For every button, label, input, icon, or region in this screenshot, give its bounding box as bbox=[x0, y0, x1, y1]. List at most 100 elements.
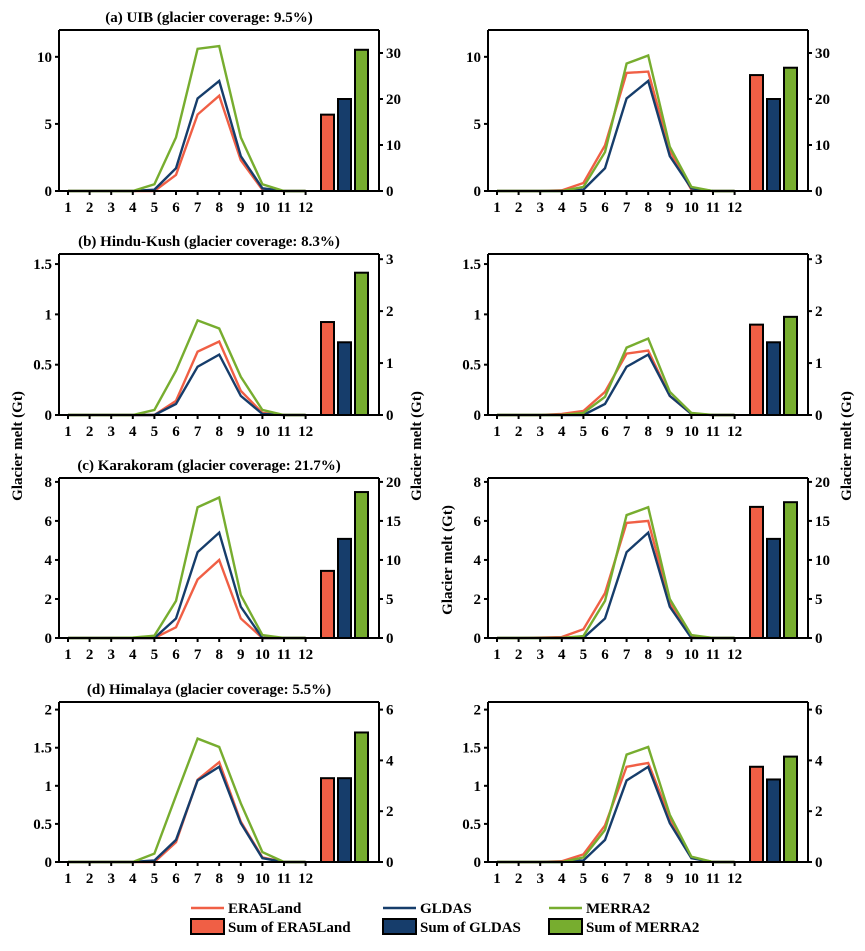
xtick-label: 8 bbox=[215, 871, 223, 887]
bar-sum-of-merra2 bbox=[354, 731, 369, 863]
bar-sum-of-merra2 bbox=[783, 315, 798, 417]
ytick-label-right: 1 bbox=[815, 356, 823, 372]
xtick-label: 6 bbox=[601, 647, 609, 663]
ytick-label-right: 15 bbox=[815, 514, 830, 530]
panel-b-left: (b) Hindu-Kush (glacier coverage: 8.3%) 0… bbox=[33, 234, 393, 440]
ytick-label-left: 0.5 bbox=[33, 817, 52, 833]
panel-title: (d) Himalaya (glacier coverage: 5.5%) bbox=[87, 682, 331, 698]
ytick-label-right: 5 bbox=[386, 592, 394, 608]
xtick-label: 10 bbox=[684, 647, 699, 663]
line-merra2 bbox=[68, 44, 306, 193]
bar-sum-of-gldas bbox=[766, 98, 781, 192]
xtick-label: 9 bbox=[666, 647, 674, 663]
ytick-label-left: 8 bbox=[474, 475, 482, 491]
ytick-label-right: 10 bbox=[386, 553, 401, 569]
ytick-label-left: 1 bbox=[45, 307, 53, 323]
ytick-label-right: 5 bbox=[815, 592, 823, 608]
bar-sum-of-merra2 bbox=[354, 491, 369, 639]
ytick-label-right: 30 bbox=[386, 46, 401, 62]
ytick-label-right: 20 bbox=[386, 92, 401, 108]
ytick-label-right: 2 bbox=[386, 804, 394, 820]
xtick-label: 9 bbox=[237, 871, 245, 887]
xtick-label: 7 bbox=[623, 647, 631, 663]
ytick-label-left: 6 bbox=[474, 514, 482, 530]
xtick-label: 8 bbox=[644, 200, 652, 216]
xtick-label: 2 bbox=[515, 871, 523, 887]
xtick-label: 7 bbox=[194, 871, 202, 887]
xtick-label: 8 bbox=[644, 647, 652, 663]
xtick-label: 4 bbox=[129, 647, 137, 663]
xtick-label: 3 bbox=[107, 200, 115, 216]
xtick-label: 3 bbox=[536, 424, 544, 440]
xtick-label: 9 bbox=[237, 424, 245, 440]
panel-title: (c) Karakoram (glacier coverage: 21.7%) bbox=[77, 458, 340, 474]
ytick-label-right: 20 bbox=[386, 475, 401, 491]
xtick-label: 10 bbox=[255, 200, 270, 216]
line-merra2 bbox=[497, 336, 735, 417]
ylabel-left: Glacier melt (Gt) bbox=[10, 391, 26, 501]
ytick-label-right: 1 bbox=[386, 356, 394, 372]
ytick-label-right: 10 bbox=[386, 138, 401, 154]
line-gldas bbox=[497, 764, 735, 864]
xtick-label: 1 bbox=[493, 871, 501, 887]
ytick-label-left: 0 bbox=[45, 408, 53, 424]
ytick-label-right: 4 bbox=[386, 753, 394, 769]
ytick-label-right: 0 bbox=[815, 184, 823, 200]
ylabel-middle-right-axis: Glacier melt (Gt) bbox=[409, 391, 425, 501]
ytick-label-left: 0 bbox=[474, 408, 482, 424]
xtick-label: 4 bbox=[558, 200, 566, 216]
ytick-label-right: 0 bbox=[815, 631, 823, 647]
xtick-label: 10 bbox=[684, 871, 699, 887]
ylabel-middle-left-axis: Glacier melt (Gt) bbox=[440, 505, 456, 615]
ytick-label-right: 30 bbox=[815, 46, 830, 62]
ytick-label-right: 0 bbox=[386, 184, 394, 200]
xtick-label: 3 bbox=[107, 647, 115, 663]
ytick-label-left: 4 bbox=[45, 553, 53, 569]
xtick-label: 11 bbox=[277, 424, 291, 440]
ytick-label-left: 0 bbox=[45, 855, 53, 871]
xtick-label: 5 bbox=[151, 424, 159, 440]
xtick-label: 2 bbox=[515, 424, 523, 440]
ytick-label-right: 0 bbox=[386, 855, 394, 871]
panel-title: (b) Hindu-Kush (glacier coverage: 8.3%) bbox=[78, 234, 340, 250]
xtick-label: 4 bbox=[129, 871, 137, 887]
xtick-label: 12 bbox=[727, 200, 742, 216]
legend-label-gldas: GLDAS bbox=[420, 901, 472, 917]
ytick-label-right: 4 bbox=[815, 753, 823, 769]
xtick-label: 10 bbox=[255, 871, 270, 887]
panel-title: (a) UIB (glacier coverage: 9.5%) bbox=[105, 10, 313, 26]
legend: ERA5Land GLDAS MERRA2 Sum of ERA5Land Sum of… bbox=[190, 901, 699, 936]
ytick-label-left: 0 bbox=[474, 631, 482, 647]
ytick-label-right: 2 bbox=[815, 804, 823, 820]
xtick-label: 9 bbox=[666, 200, 674, 216]
bar-sum-of-gldas bbox=[766, 341, 781, 416]
bar-sum-of-era5land bbox=[749, 505, 764, 639]
xtick-label: 11 bbox=[706, 424, 720, 440]
xtick-label: 10 bbox=[255, 424, 270, 440]
xtick-label: 4 bbox=[558, 871, 566, 887]
xtick-label: 12 bbox=[727, 871, 742, 887]
line-gldas bbox=[497, 78, 735, 193]
xtick-label: 6 bbox=[601, 424, 609, 440]
xtick-label: 8 bbox=[644, 424, 652, 440]
xtick-label: 9 bbox=[666, 424, 674, 440]
line-era5land bbox=[68, 339, 306, 417]
xtick-label: 12 bbox=[727, 647, 742, 663]
bar-sum-of-era5land bbox=[749, 323, 764, 417]
xtick-label: 2 bbox=[86, 200, 94, 216]
ytick-label-right: 2 bbox=[386, 304, 394, 320]
xtick-label: 7 bbox=[194, 647, 202, 663]
ytick-label-left: 2 bbox=[45, 703, 53, 719]
legend-swatch-1 bbox=[382, 918, 417, 935]
xtick-label: 6 bbox=[601, 200, 609, 216]
xtick-label: 2 bbox=[515, 647, 523, 663]
xtick-label: 12 bbox=[298, 200, 313, 216]
xtick-label: 1 bbox=[493, 424, 501, 440]
bar-sum-of-merra2 bbox=[783, 66, 798, 192]
xtick-label: 1 bbox=[64, 424, 72, 440]
xtick-label: 6 bbox=[601, 871, 609, 887]
ytick-label-left: 1 bbox=[474, 779, 482, 795]
ytick-label-right: 0 bbox=[815, 408, 823, 424]
ytick-label-right: 20 bbox=[815, 475, 830, 491]
